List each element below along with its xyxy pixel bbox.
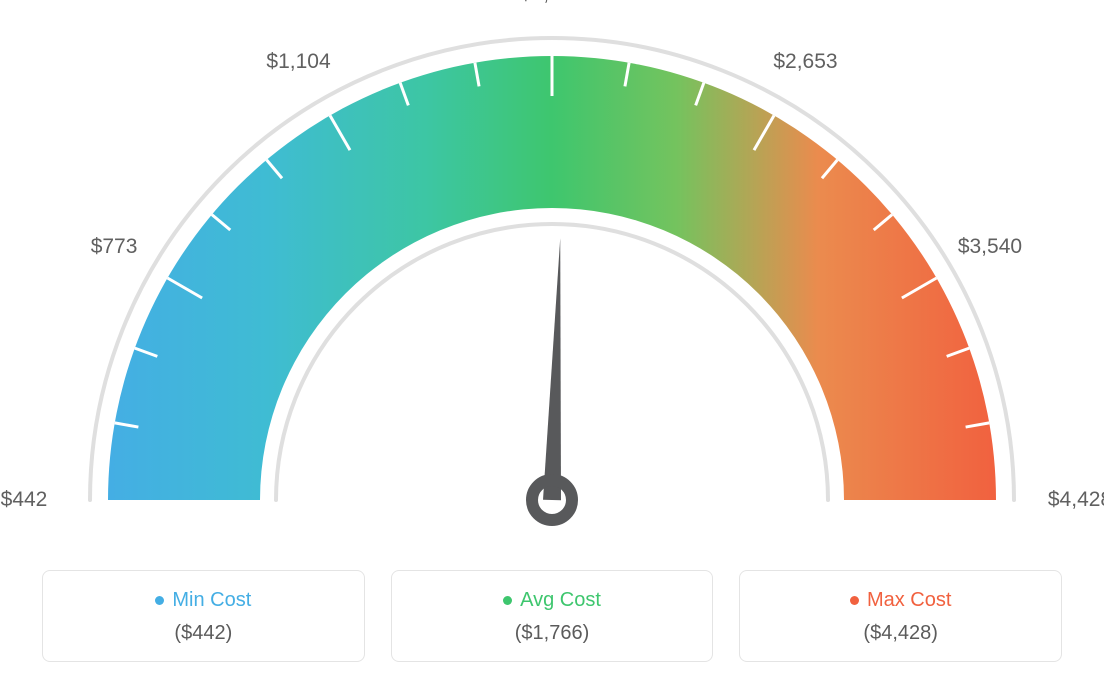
scale-label: $3,540: [958, 235, 1022, 259]
scale-label: $1,766: [520, 0, 584, 6]
legend-card-min: Min Cost ($442): [42, 570, 365, 662]
legend-dot-min: [155, 596, 164, 605]
legend-title-max: Max Cost: [850, 589, 951, 612]
legend-value-min: ($442): [53, 622, 354, 645]
scale-label: $442: [1, 488, 48, 512]
legend-title-min: Min Cost: [155, 589, 251, 612]
legend-card-max: Max Cost ($4,428): [739, 570, 1062, 662]
legend-value-max: ($4,428): [750, 622, 1051, 645]
scale-label: $773: [91, 235, 138, 259]
legend-label-max: Max Cost: [867, 589, 951, 612]
legend-card-avg: Avg Cost ($1,766): [391, 570, 714, 662]
legend-label-min: Min Cost: [172, 589, 251, 612]
gauge-chart: $442 $773 $1,104 $1,766 $2,653 $3,540 $4,428: [0, 0, 1104, 560]
legend-dot-max: [850, 596, 859, 605]
gauge-svg: [0, 0, 1104, 560]
legend-value-avg: ($1,766): [402, 622, 703, 645]
legend-label-avg: Avg Cost: [520, 589, 601, 612]
legend-row: Min Cost ($442) Avg Cost ($1,766) Max Co…: [42, 570, 1062, 662]
legend-title-avg: Avg Cost: [503, 589, 601, 612]
scale-label: $2,653: [773, 50, 837, 74]
legend-dot-avg: [503, 596, 512, 605]
scale-label: $1,104: [266, 50, 330, 74]
scale-label: $4,428: [1048, 488, 1104, 512]
